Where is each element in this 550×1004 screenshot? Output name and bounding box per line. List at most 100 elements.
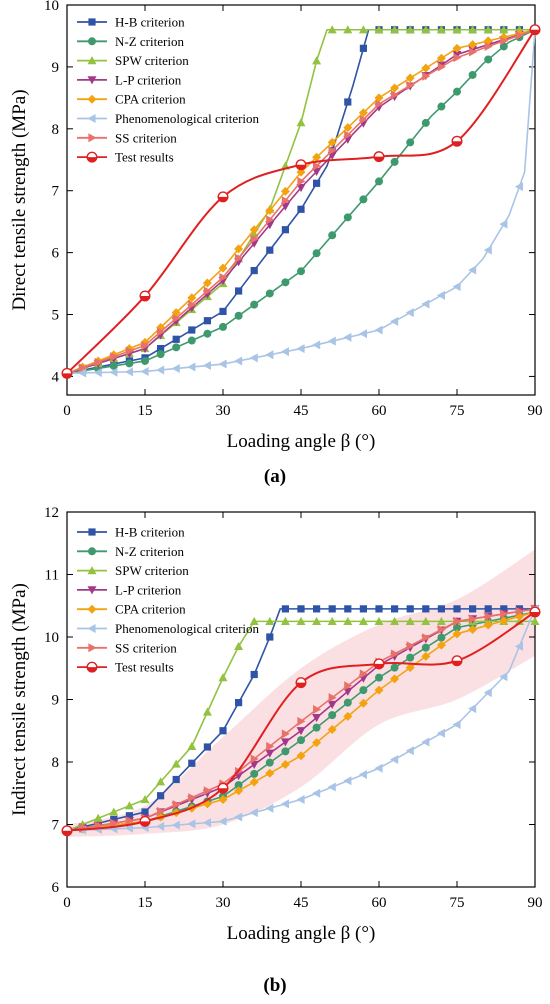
data-point <box>514 641 523 651</box>
data-point <box>297 205 305 213</box>
legend-swatch-marker <box>88 18 96 26</box>
series-line <box>66 29 536 375</box>
data-point <box>265 206 275 216</box>
data-point <box>453 53 462 63</box>
data-point <box>187 362 196 372</box>
data-point <box>422 605 430 613</box>
data-point <box>375 177 383 186</box>
data-point <box>344 605 352 613</box>
data-point <box>328 231 337 240</box>
chart-b-indirect-tensile: 0 15 30 45 60 75 90 6 7 8 9 10 11 12 Loading angle β (… <box>9 505 543 944</box>
data-point <box>453 605 461 613</box>
data-point <box>110 815 118 824</box>
data-point <box>421 63 431 73</box>
data-point-fill <box>530 29 540 35</box>
data-point <box>500 605 508 613</box>
data-point <box>157 344 165 353</box>
data-point <box>124 823 133 833</box>
data-point-fill <box>62 830 72 836</box>
data-point <box>375 673 383 682</box>
data-point <box>515 30 524 40</box>
data-point <box>499 616 509 626</box>
data-point <box>358 108 368 118</box>
legend-entry: Phenomenological criterion <box>77 111 260 126</box>
data-point <box>249 616 259 625</box>
data-point <box>281 278 290 287</box>
data-point <box>327 25 337 34</box>
data-point <box>468 265 477 275</box>
data-point <box>390 25 400 34</box>
data-point <box>422 71 431 81</box>
data-point <box>203 286 212 296</box>
data-point <box>499 672 508 682</box>
data-point <box>452 43 462 53</box>
data-point <box>141 808 149 816</box>
data-point <box>483 620 493 630</box>
data-point-fill <box>452 141 462 146</box>
data-point <box>188 326 196 334</box>
data-point <box>358 698 368 708</box>
data-point-fill <box>218 788 228 794</box>
data-point <box>437 625 446 634</box>
data-point <box>469 47 478 57</box>
data-point <box>343 123 353 133</box>
y-tick-label: 8 <box>52 755 60 771</box>
data-point <box>452 50 462 60</box>
x-tick-label: 15 <box>138 403 153 419</box>
data-point <box>218 673 228 682</box>
data-point <box>391 649 400 659</box>
data-point <box>124 801 134 810</box>
data-point <box>219 272 228 282</box>
data-point <box>156 365 165 375</box>
y-axis-label: Indirect tensile strength (MPa) <box>9 583 30 816</box>
data-point <box>266 246 274 254</box>
legend-entry: Phenomenological criterion <box>77 621 260 636</box>
data-point <box>483 688 492 698</box>
legend-entry: H-B criterion <box>77 525 185 540</box>
data-point <box>280 738 290 747</box>
y-tick-label: 9 <box>52 693 60 709</box>
data-point <box>421 651 431 661</box>
data-point <box>452 629 462 639</box>
data-point <box>156 350 165 359</box>
data-point <box>469 614 478 624</box>
legend-swatch-marker <box>87 56 97 65</box>
data-point <box>202 707 212 716</box>
legend-swatch-marker <box>87 624 96 633</box>
data-point <box>453 623 461 632</box>
data-point <box>203 317 211 325</box>
data-point <box>390 316 399 326</box>
data-point <box>296 795 305 804</box>
data-point <box>141 340 150 350</box>
data-point <box>374 325 383 335</box>
x-tick-label: 60 <box>372 895 387 911</box>
data-point <box>188 300 197 310</box>
data-point <box>250 234 259 244</box>
data-point <box>452 720 461 729</box>
data-point <box>235 253 244 263</box>
data-point <box>358 616 368 625</box>
data-point <box>499 25 509 34</box>
data-point <box>202 278 212 288</box>
data-point <box>218 795 228 804</box>
data-point <box>405 73 415 83</box>
data-point <box>390 83 400 93</box>
data-point <box>436 640 446 650</box>
data-point <box>218 816 227 826</box>
legend-entry: N-Z criterion <box>77 34 184 49</box>
data-point <box>405 663 415 673</box>
data-point <box>250 266 258 275</box>
data-point <box>343 776 352 786</box>
legend-swatch-marker <box>87 604 97 614</box>
series-test-results <box>61 24 541 379</box>
data-point <box>94 357 103 367</box>
data-point <box>328 711 337 720</box>
data-point <box>484 55 493 64</box>
data-point-fill <box>218 196 228 202</box>
data-point <box>250 300 259 309</box>
data-point <box>171 820 180 830</box>
data-point <box>468 70 477 79</box>
x-tick-label: 45 <box>294 403 309 419</box>
data-point <box>265 749 275 758</box>
data-point <box>313 161 322 171</box>
